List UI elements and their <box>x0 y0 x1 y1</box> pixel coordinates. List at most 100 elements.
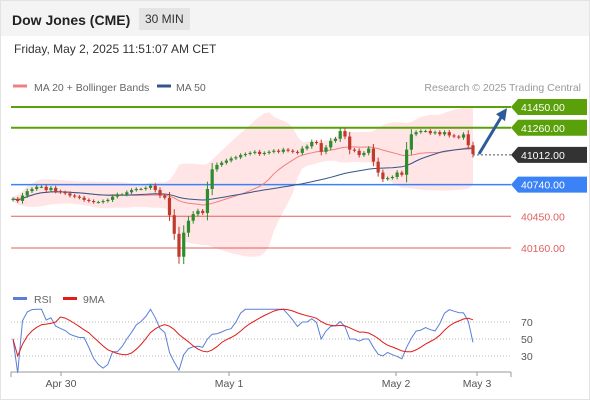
ma20-legend-swatch <box>13 84 27 88</box>
bollinger-band-fill <box>13 107 473 257</box>
level-label-40160: 40160.00 <box>521 243 565 255</box>
candle-body <box>30 188 34 192</box>
candle-body <box>35 186 39 189</box>
candle-body <box>291 150 295 152</box>
candle-body <box>248 152 252 154</box>
candle-body <box>286 149 290 151</box>
symbol-title: Dow Jones (CME) <box>12 12 131 28</box>
candle-body <box>44 186 48 191</box>
rsi-ma-line <box>12 308 474 358</box>
candle-body <box>357 150 361 156</box>
candle-body <box>239 155 243 158</box>
candle-body <box>77 196 81 198</box>
candle-body <box>362 152 366 156</box>
candle-body <box>333 138 338 141</box>
rsi-legend-swatch <box>13 297 27 300</box>
candle-body <box>428 131 432 134</box>
ma20-legend-label: MA 20 + Bollinger Bands <box>34 82 149 94</box>
price-level-labels: 41450.00 41260.00 41012.00 40740.00 40450.00… <box>511 99 587 255</box>
candle-body <box>471 145 475 154</box>
rsi-tick-50: 50 <box>521 334 533 346</box>
candle-body <box>229 158 233 161</box>
candle-body <box>338 131 342 139</box>
candle-body <box>314 141 319 144</box>
x-axis-ticks: Apr 30 May 1 May 2 May 3 <box>10 372 512 390</box>
candle-body <box>167 197 172 216</box>
candle-body <box>390 176 394 179</box>
candle-body <box>457 136 461 138</box>
candle-body <box>182 232 186 257</box>
rsi-line <box>12 308 474 374</box>
candle-body <box>139 188 143 190</box>
candle-body <box>234 157 238 159</box>
candle-body <box>348 136 352 150</box>
candle-body <box>319 143 323 152</box>
level-label-40450: 40450.00 <box>521 211 565 223</box>
candle-body <box>438 132 442 135</box>
candle-body <box>343 131 347 137</box>
candle-body <box>49 187 53 191</box>
candle-body <box>210 169 214 189</box>
candle-body <box>423 131 428 133</box>
candle-body <box>324 147 328 152</box>
timeframe-button[interactable]: 30 MIN <box>139 8 190 30</box>
candle-body <box>25 191 29 196</box>
price-levels <box>11 106 511 249</box>
rsi-tick-70: 70 <box>521 317 533 329</box>
candle-body <box>87 199 91 201</box>
level-tag-41260 <box>511 119 587 136</box>
candle-body <box>310 141 314 147</box>
ma50-line <box>12 148 474 201</box>
candle-body <box>442 132 447 135</box>
candle-body <box>433 132 437 134</box>
candle-body <box>257 151 262 154</box>
candle-body <box>172 215 176 234</box>
forecast-arrowhead <box>496 108 507 122</box>
candle-body <box>267 151 271 153</box>
candle-body <box>134 188 138 191</box>
level-tag-40740 <box>511 176 587 193</box>
level-label-41450: 41450.00 <box>521 102 565 114</box>
candle-body <box>371 148 376 162</box>
level-label-41012: 41012.00 <box>521 150 565 162</box>
candle-body <box>39 186 44 188</box>
level-label-41260: 41260.00 <box>521 123 565 135</box>
candle-body <box>452 135 456 137</box>
candle-body <box>106 199 110 201</box>
x-tick-label: May 1 <box>215 378 244 390</box>
credit-label: Research © 2025 Trading Central <box>424 82 581 94</box>
candle-body <box>295 151 300 153</box>
candle-body <box>329 140 333 148</box>
candle-body <box>101 201 105 203</box>
x-tick-label: May 2 <box>382 378 411 390</box>
candles <box>11 127 475 265</box>
candle-body <box>419 131 423 133</box>
level-tag-41450 <box>511 99 587 115</box>
candle-body <box>96 202 100 204</box>
moving-averages <box>12 146 474 206</box>
candle-body <box>110 196 115 200</box>
candle-body <box>148 185 153 188</box>
ma9-legend-swatch <box>63 297 77 300</box>
candle-body <box>205 188 210 214</box>
candle-body <box>163 195 167 198</box>
candle-body <box>386 178 390 180</box>
candle-body <box>82 197 86 200</box>
forecast-arrow <box>477 108 507 155</box>
candle-body <box>400 172 404 175</box>
candle-body <box>395 172 399 177</box>
forecast-arrow-shaft <box>477 113 505 155</box>
candle-body <box>243 154 247 156</box>
candle-body <box>20 195 25 201</box>
candle-body <box>63 192 67 194</box>
candle-body <box>466 134 470 146</box>
candle-body <box>447 132 451 136</box>
candle-body <box>58 191 63 193</box>
candle-body <box>405 149 409 175</box>
candle-body <box>414 132 418 135</box>
candle-body <box>191 214 195 221</box>
candle-body <box>16 198 20 201</box>
candle-body <box>281 149 285 152</box>
